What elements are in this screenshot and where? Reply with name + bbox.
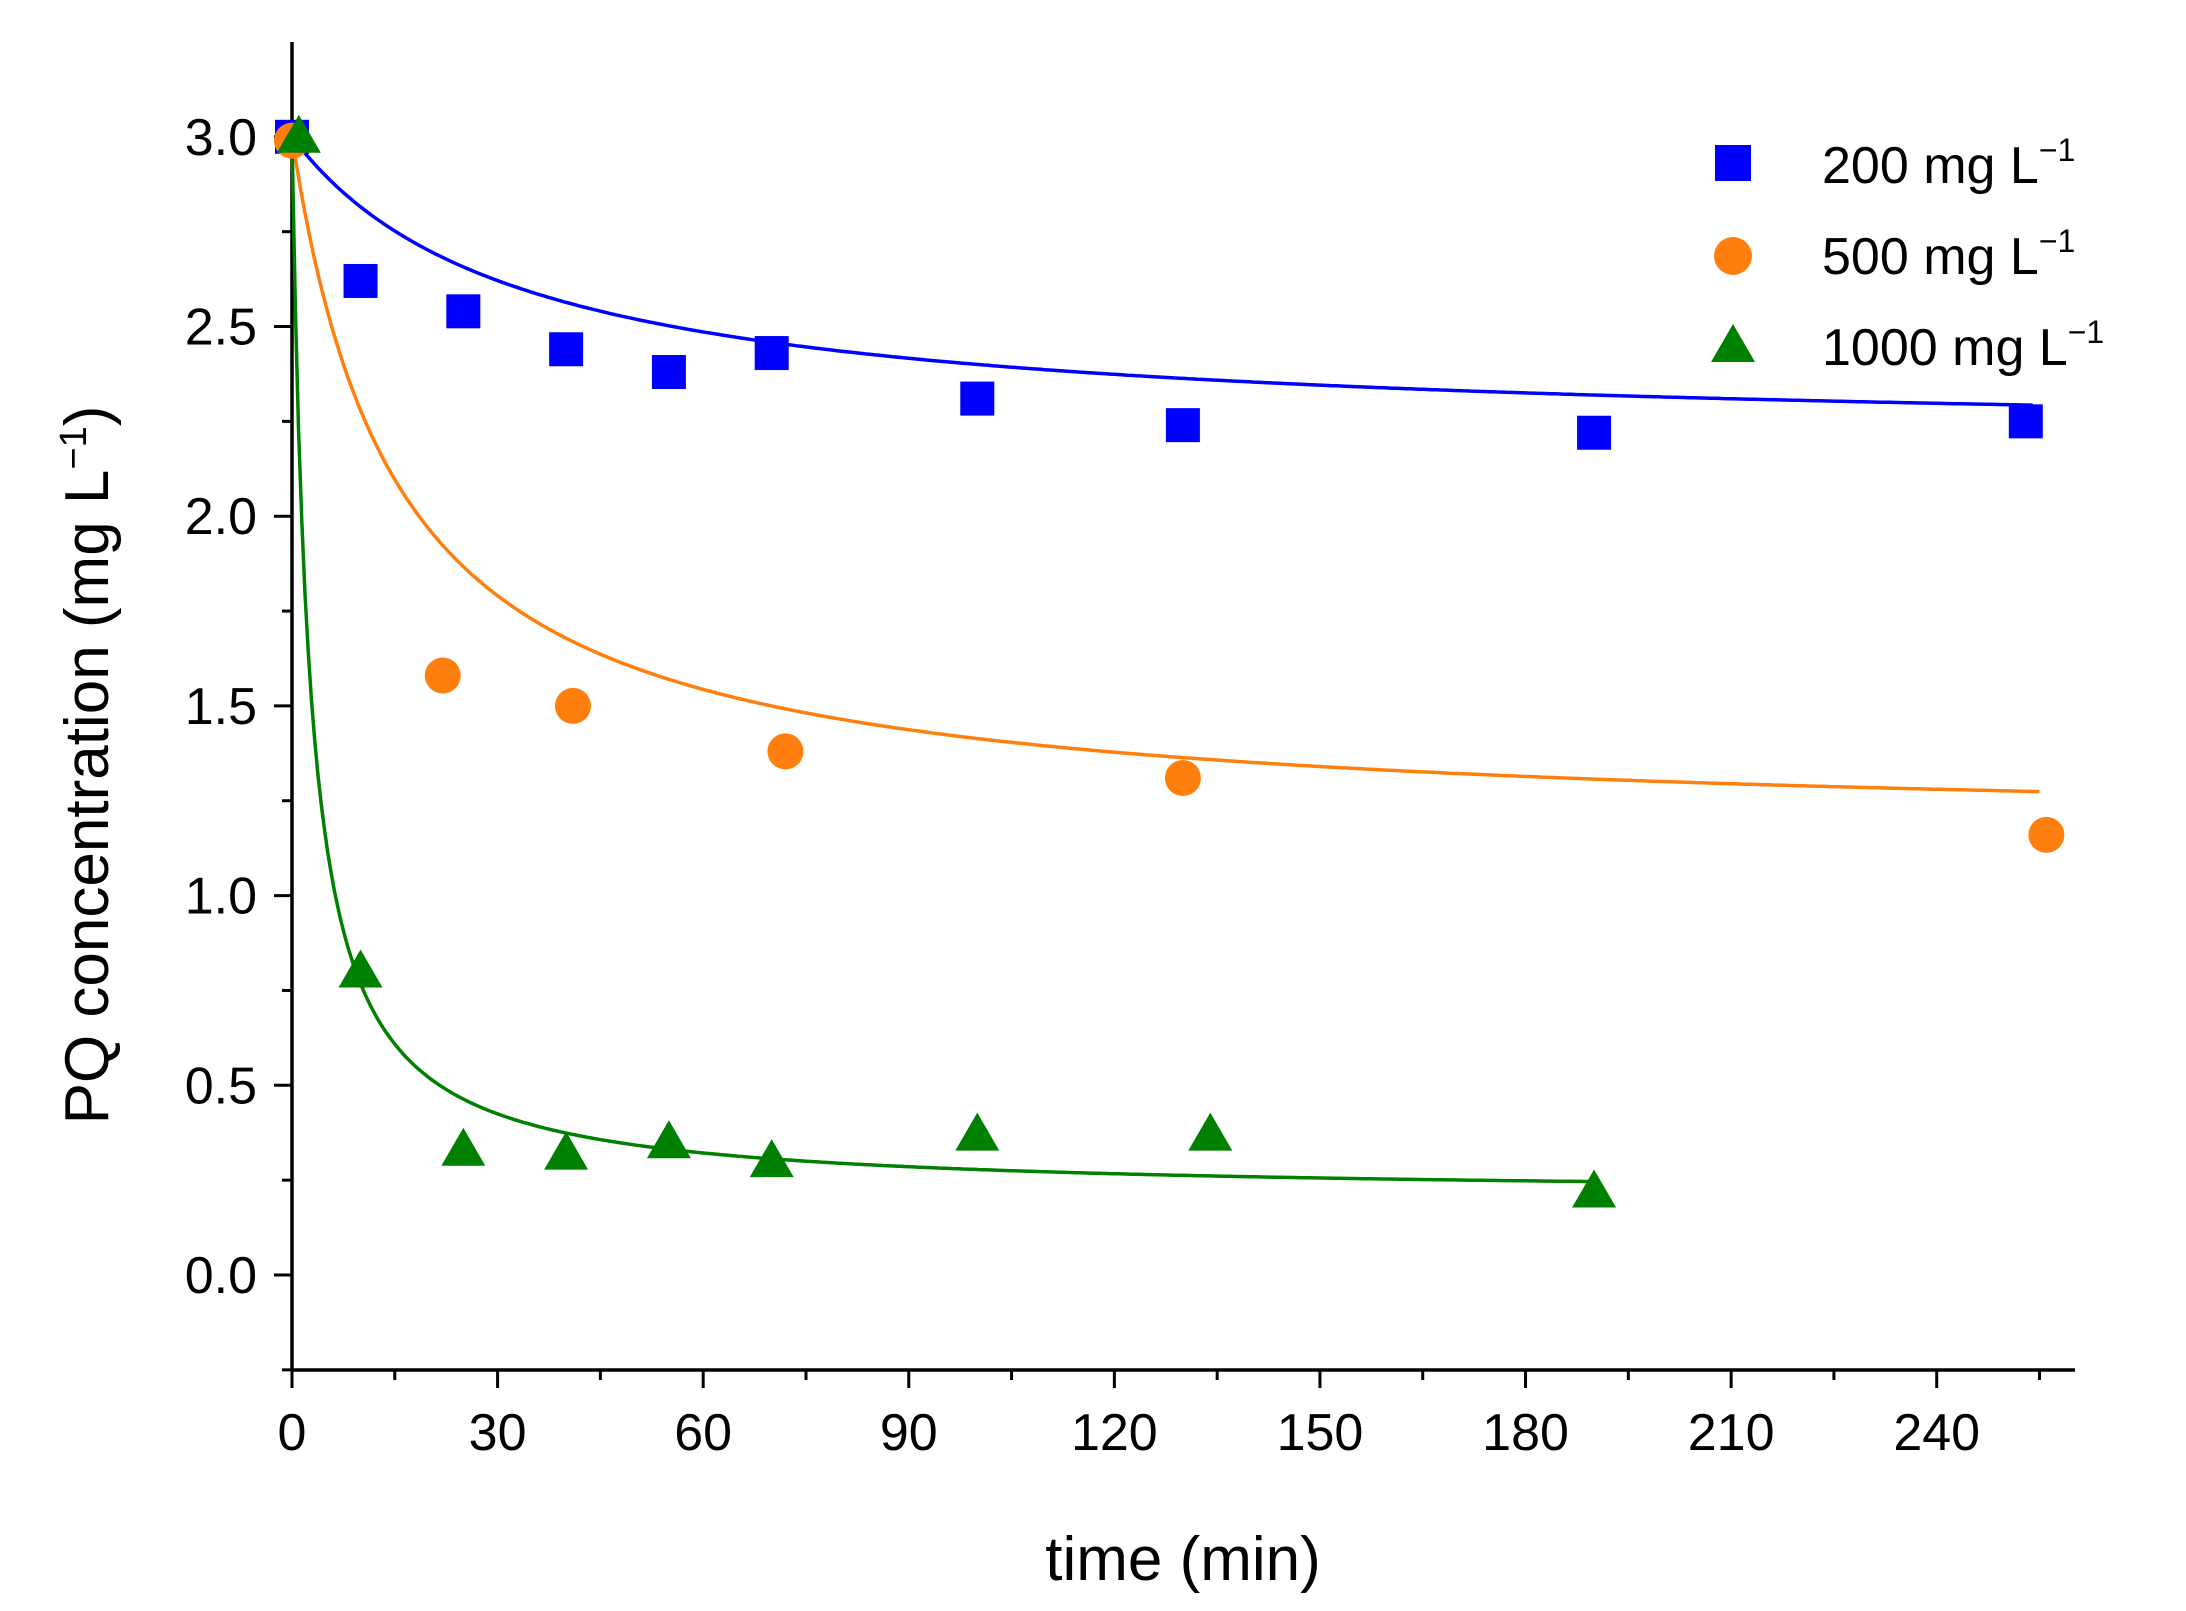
point-series-1 — [767, 733, 804, 770]
fit-line-series-0 — [290, 135, 2033, 407]
legend-marker-500 — [1714, 237, 1752, 275]
point-series-2 — [646, 1120, 691, 1159]
y-ticks: 0.0 0.5 1.0 1.5 2.0 2.5 3.0 — [185, 109, 292, 1372]
x-tick-label: 30 — [469, 1404, 527, 1462]
y-axis-title: PQ concentration (mg L−1) — [53, 406, 122, 1125]
point-series-0 — [651, 355, 686, 390]
point-series-2 — [749, 1139, 794, 1178]
legend-label-500-sup: −1 — [2039, 223, 2075, 259]
point-series-2 — [441, 1127, 486, 1166]
y-axis-title-main: PQ concentration (mg L — [53, 470, 122, 1125]
point-series-1 — [424, 657, 461, 694]
x-tick-label: 210 — [1688, 1404, 1775, 1462]
point-series-2 — [276, 114, 321, 153]
legend-marker-200 — [1715, 145, 1751, 181]
point-series-0 — [343, 263, 378, 298]
legend-label-1000-sup: −1 — [2068, 314, 2104, 350]
legend-label-200: 200 mg L−1 — [1822, 132, 2075, 195]
y-tick-label: 0.5 — [185, 1057, 257, 1115]
y-tick-label: 2.0 — [185, 488, 257, 546]
point-series-2 — [338, 949, 383, 988]
x-tick-label: 180 — [1482, 1404, 1569, 1462]
y-axis-title-sup: −1 — [53, 426, 95, 469]
x-ticks: 0 30 60 90 120 150 180 210 240 — [278, 1370, 2042, 1462]
x-tick-label: 90 — [880, 1404, 938, 1462]
y-tick-label: 1.0 — [185, 868, 257, 926]
point-series-0 — [1577, 415, 1612, 450]
point-series-2 — [1188, 1112, 1233, 1151]
point-series-1 — [554, 687, 591, 724]
y-tick-label: 2.5 — [185, 299, 257, 357]
fit-lines — [290, 135, 2040, 1184]
x-axis-title: time (min) — [1045, 1525, 1321, 1594]
y-tick-label: 1.5 — [185, 678, 257, 736]
point-series-0 — [2008, 404, 2043, 439]
point-series-0 — [549, 332, 584, 367]
x-tick-label: 240 — [1893, 1404, 1980, 1462]
point-series-0 — [960, 381, 995, 416]
y-tick-label: 0.0 — [185, 1247, 257, 1305]
point-series-2 — [1572, 1169, 1617, 1208]
legend-marker-1000 — [1711, 324, 1755, 362]
point-series-0 — [1165, 408, 1200, 443]
x-tick-label: 0 — [278, 1404, 307, 1462]
legend-label-200-sup: −1 — [2039, 132, 2075, 168]
point-series-2 — [544, 1131, 589, 1170]
data-points — [274, 114, 2065, 1208]
x-tick-label: 150 — [1277, 1404, 1364, 1462]
legend-label-1000: 1000 mg L−1 — [1822, 314, 2104, 377]
point-series-1 — [2028, 816, 2065, 853]
legend: 200 mg L−1 500 mg L−1 1000 mg L−1 — [1711, 132, 2104, 377]
point-series-0 — [754, 336, 789, 371]
point-series-2 — [955, 1112, 1000, 1151]
fit-line-series-1 — [290, 136, 2040, 794]
y-axis-title-close: ) — [53, 406, 122, 427]
fit-line-series-2 — [290, 136, 1595, 1184]
legend-label-500: 500 mg L−1 — [1822, 223, 2075, 286]
x-tick-label: 120 — [1071, 1404, 1158, 1462]
point-series-0 — [446, 294, 481, 329]
y-tick-label: 3.0 — [185, 109, 257, 167]
x-tick-label: 60 — [674, 1404, 732, 1462]
point-series-1 — [1164, 759, 1201, 796]
